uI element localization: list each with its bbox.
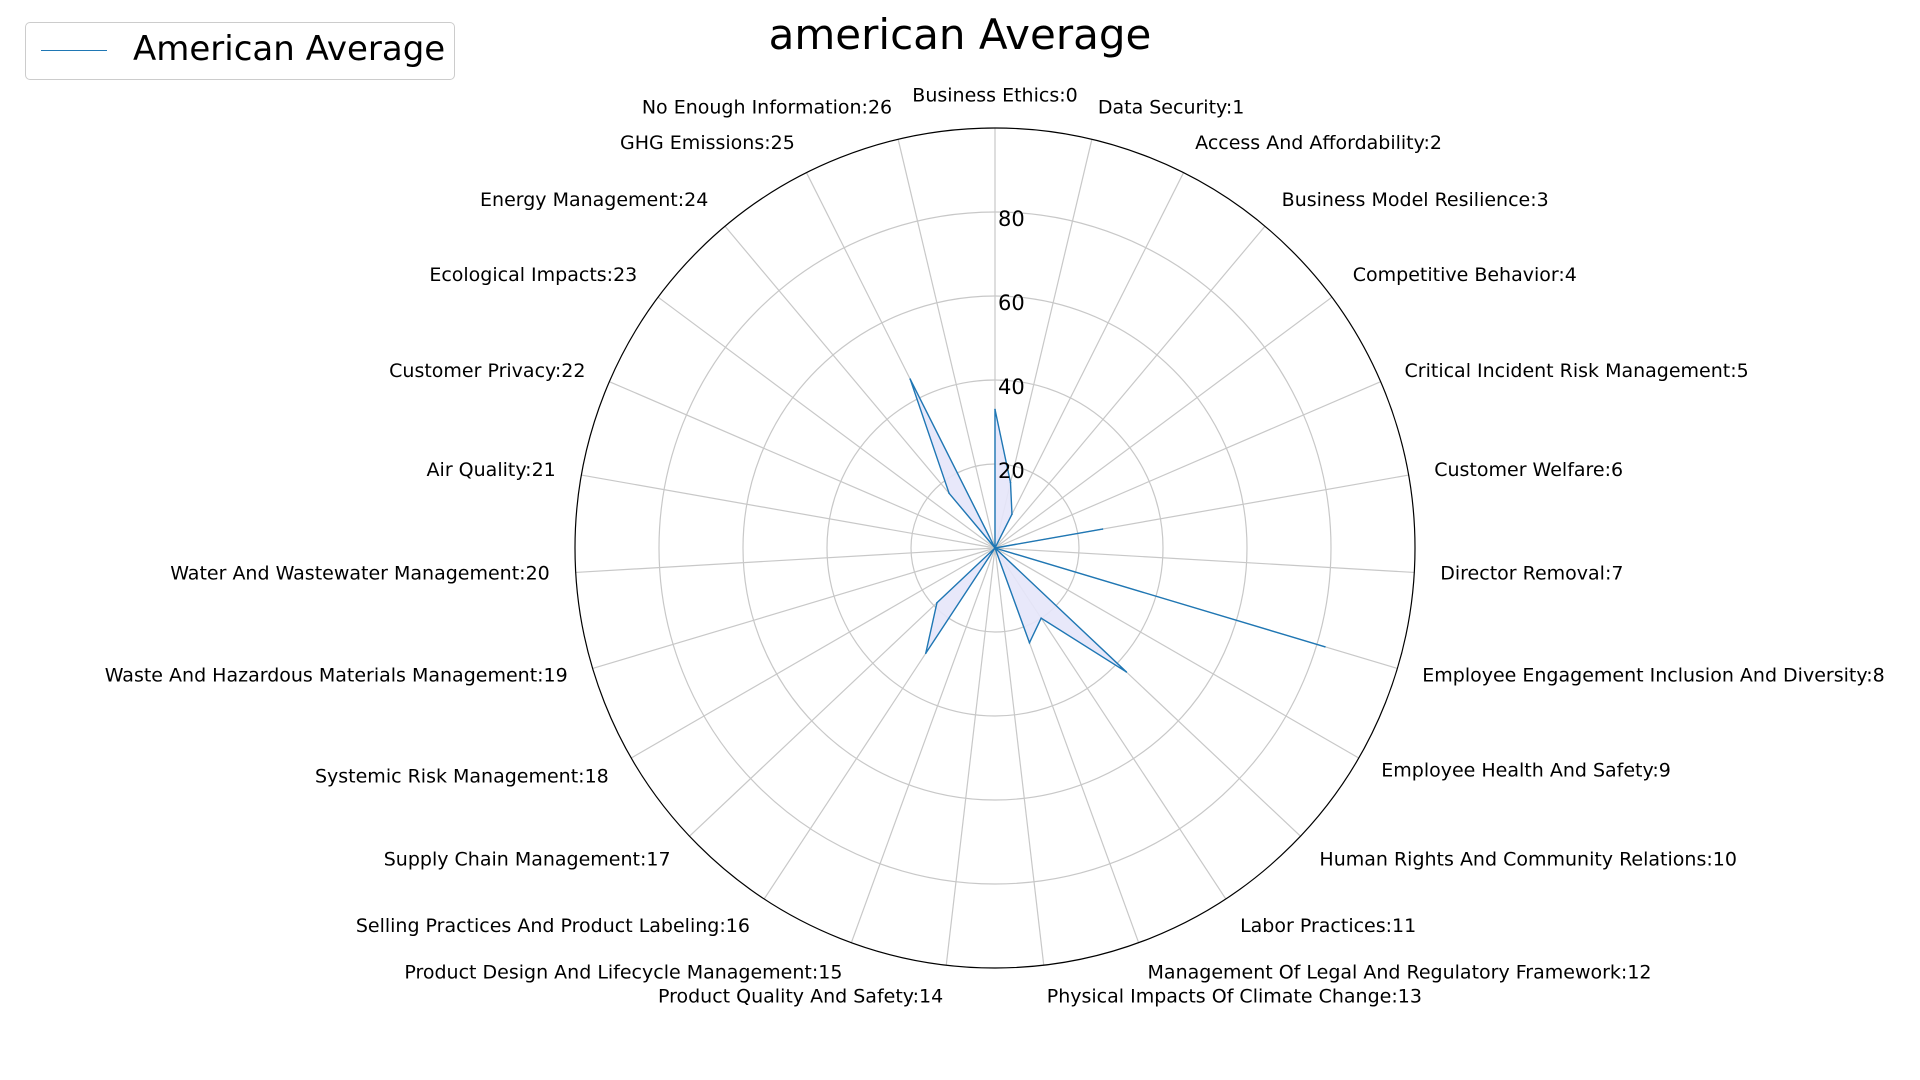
r-tick-label-60: 60 [998,291,1025,315]
radar-series [909,378,1326,673]
outer-frame [574,127,1416,969]
category-label-21: Air Quality:21 [427,459,556,481]
category-label-7: Director Removal:7 [1440,562,1623,584]
data-point-25 [909,378,911,380]
r-tick-label-40: 40 [998,375,1025,399]
category-label-2: Access And Affordability:2 [1195,132,1442,154]
r-tick-label-20: 20 [998,459,1025,483]
category-label-12: Management Of Legal And Regulatory Frame… [1148,962,1652,984]
r-tick-label-80: 80 [998,207,1025,231]
spoke-4 [994,296,1333,549]
category-label-23: Ecological Impacts:23 [429,264,637,286]
category-label-15: Product Design And Lifecycle Management:… [404,962,842,984]
category-label-5: Critical Incident Risk Management:5 [1405,360,1749,382]
category-label-6: Customer Welfare:6 [1434,459,1623,481]
data-point-12 [1028,641,1031,644]
spoke-14 [945,547,996,966]
spoke-19 [592,547,996,670]
category-label-18: Systemic Risk Management:18 [315,766,609,788]
spoke-18 [630,547,996,759]
data-point-6 [1101,528,1104,530]
radial-tick-labels: 20 40 60 80 [998,207,1025,483]
spoke-7 [994,547,1415,574]
spoke-2 [994,172,1185,549]
spoke-21 [581,474,996,549]
category-label-16: Selling Practices And Product Labeling:1… [356,915,750,937]
category-label-13: Physical Impacts Of Climate Change:13 [1047,985,1422,1007]
category-label-10: Human Rights And Community Relations:10 [1319,849,1737,871]
spoke-22 [609,381,996,549]
category-label-24: Energy Management:24 [480,189,708,211]
spoke-3 [994,225,1266,549]
data-point-26 [994,547,996,549]
spoke-13 [994,547,1045,966]
category-label-17: Supply Chain Management:17 [384,849,671,871]
category-label-11: Labor Practices:11 [1240,915,1416,937]
spoke-20 [575,547,996,574]
spoke-5 [994,381,1381,549]
category-label-22: Customer Privacy:22 [389,360,585,382]
spoke-26 [897,139,996,549]
spoke-9 [994,547,1360,759]
category-label-1: Data Security:1 [1098,97,1245,119]
data-point-10 [1125,671,1128,673]
spoke-15 [850,547,996,943]
data-point-16 [924,652,927,655]
category-label-26: No Enough Information:26 [642,97,892,119]
category-label-14: Product Quality And Safety:14 [658,985,943,1007]
category-label-8: Employee Engagement Inclusion And Divers… [1422,664,1884,686]
category-label-0: Business Ethics:0 [912,85,1077,107]
spoke-1 [994,139,1093,549]
category-label-3: Business Model Resilience:3 [1282,189,1549,211]
spoke-23 [657,296,996,549]
data-point-2 [1011,513,1013,516]
legend: American Average [25,22,455,80]
category-label-9: Employee Health And Safety:9 [1381,760,1671,782]
legend-entry-label: American Average [133,29,446,69]
data-point-0 [994,408,996,411]
series-line-0 [909,378,1326,673]
legend-line-swatch [41,50,107,51]
chart-title: american Average [768,10,1152,59]
category-label-25: GHG Emissions:25 [620,132,795,154]
data-point-8 [1324,645,1326,648]
data-point-17 [936,601,938,604]
category-label-19: Waste And Hazardous Materials Management… [105,664,568,686]
category-labels: Business Ethics:0 Data Security:1 Access A… [105,85,1885,1008]
data-point-24 [948,492,950,495]
category-label-4: Competitive Behavior:4 [1353,264,1577,286]
data-point-1 [1009,481,1012,484]
category-label-20: Water And Wastewater Management:20 [170,562,550,584]
data-point-11 [1040,617,1042,619]
